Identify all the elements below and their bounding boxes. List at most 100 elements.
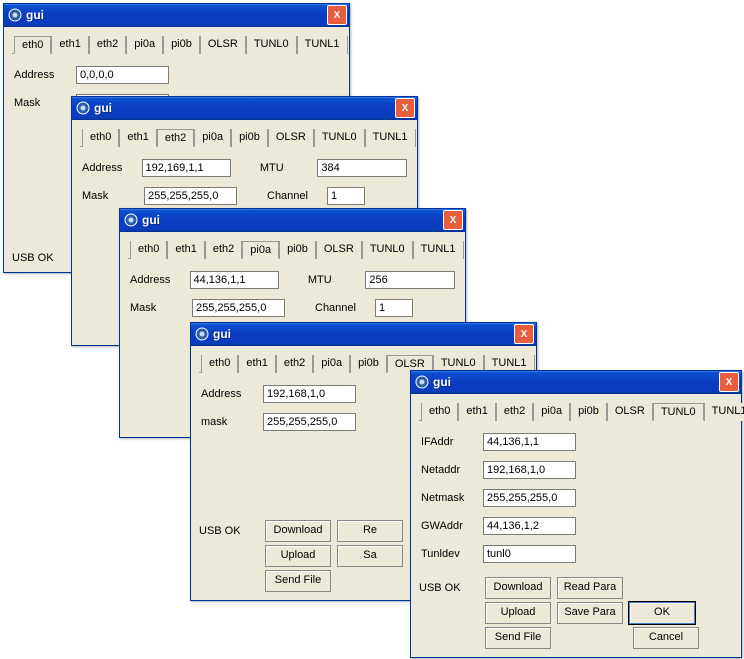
titlebar[interactable]: guiX xyxy=(72,97,417,120)
tab-tunl0[interactable]: TUNL0 xyxy=(653,403,704,421)
field-input[interactable]: 0,0,0,0 xyxy=(76,66,169,84)
field-row: Netmask255,255,255,0 xyxy=(421,489,731,507)
field-input[interactable]: 255,255,255,0 xyxy=(483,489,576,507)
tab-eth1[interactable]: eth1 xyxy=(238,355,275,373)
close-button[interactable]: X xyxy=(719,372,739,392)
close-button[interactable]: X xyxy=(395,98,415,118)
tab-eth1[interactable]: eth1 xyxy=(167,241,204,259)
tab-pi0a[interactable]: pi0a xyxy=(533,403,570,421)
tab-eth0[interactable]: eth0 xyxy=(421,403,458,421)
field-label: Address xyxy=(130,274,190,286)
window-title: gui xyxy=(142,213,443,227)
field-input[interactable]: 255,255,255,0 xyxy=(192,299,285,317)
close-button[interactable]: X xyxy=(514,324,534,344)
tab-eth2[interactable]: eth2 xyxy=(205,241,242,259)
window: guiXeth0eth1eth2pi0api0bOLSRTUNL0TUNL1IF… xyxy=(410,370,742,658)
tab-olsr[interactable]: OLSR xyxy=(268,129,314,147)
close-button[interactable]: X xyxy=(443,210,463,230)
tab-pi0b[interactable]: pi0b xyxy=(350,355,387,373)
send-file-button[interactable]: Send File xyxy=(265,570,331,592)
field-label: MTU xyxy=(260,162,318,174)
tab-pi0a[interactable]: pi0a xyxy=(313,355,350,373)
window-title: gui xyxy=(433,375,719,389)
field-input[interactable]: 256 xyxy=(365,271,455,289)
tab-eth0[interactable]: eth0 xyxy=(201,355,238,373)
upload-button[interactable]: Upload xyxy=(265,545,331,567)
tab-tunl1[interactable]: TUNL1 xyxy=(704,403,744,421)
usb-status: USB OK xyxy=(12,252,72,264)
tab-pi0b[interactable]: pi0b xyxy=(570,403,607,421)
download-button[interactable]: Download xyxy=(265,520,331,542)
tab-pi0a[interactable]: pi0a xyxy=(126,36,163,54)
read-para-button[interactable]: Read Para xyxy=(557,577,623,599)
field-row: Address44,136,1,1MTU256 xyxy=(130,271,455,289)
field-row: Mask255,255,255,0Channel1 xyxy=(82,187,407,205)
field-input[interactable]: 192,168,1,0 xyxy=(483,461,576,479)
tab-tunl0[interactable]: TUNL0 xyxy=(362,241,413,259)
tab-olsr[interactable]: OLSR xyxy=(316,241,362,259)
titlebar[interactable]: guiX xyxy=(191,323,536,346)
field-input[interactable]: 192,169,1,1 xyxy=(142,159,232,177)
field-input[interactable]: 1 xyxy=(327,187,365,205)
field-row: Mask255,255,255,0Channel1 xyxy=(130,299,455,317)
field-input[interactable]: 44,136,1,2 xyxy=(483,517,576,535)
tab-eth0[interactable]: eth0 xyxy=(82,129,119,147)
field-input[interactable]: 1 xyxy=(375,299,413,317)
cancel-button[interactable]: Cancel xyxy=(633,627,699,649)
save-para-button[interactable]: Sa xyxy=(337,545,403,567)
tab-tunl1[interactable]: TUNL1 xyxy=(413,241,464,259)
tab-olsr[interactable]: OLSR xyxy=(607,403,653,421)
field-input[interactable]: tunl0 xyxy=(483,545,576,563)
titlebar[interactable]: guiX xyxy=(4,4,349,27)
titlebar[interactable]: guiX xyxy=(411,371,741,394)
tab-eth1[interactable]: eth1 xyxy=(458,403,495,421)
tab-pi0a[interactable]: pi0a xyxy=(194,129,231,147)
button-bar: USB OK Download Read Para Upload Save Para OK… xyxy=(419,574,733,649)
usb-status: USB OK xyxy=(419,582,479,594)
tab-tunl0[interactable]: TUNL0 xyxy=(246,36,297,54)
field-row: Tunldevtunl0 xyxy=(421,545,731,563)
client-area: eth0eth1eth2pi0api0bOLSRTUNL0TUNL1 IFAddr… xyxy=(411,394,741,585)
tab-eth2[interactable]: eth2 xyxy=(157,129,194,147)
read-para-button[interactable]: Re xyxy=(337,520,403,542)
tab-eth1[interactable]: eth1 xyxy=(119,129,156,147)
send-file-button[interactable]: Send File xyxy=(485,627,551,649)
tab-eth2[interactable]: eth2 xyxy=(276,355,313,373)
field-label: mask xyxy=(201,416,263,428)
download-button[interactable]: Download xyxy=(485,577,551,599)
upload-button[interactable]: Upload xyxy=(485,602,551,624)
tab-pi0b[interactable]: pi0b xyxy=(163,36,200,54)
tab-pi0a[interactable]: pi0a xyxy=(242,241,279,259)
save-para-button[interactable]: Save Para xyxy=(557,602,623,624)
field-input[interactable]: 384 xyxy=(317,159,407,177)
field-label: Channel xyxy=(315,302,375,314)
field-input[interactable]: 255,255,255,0 xyxy=(144,187,237,205)
field-label: Address xyxy=(201,388,263,400)
tab-pi0b[interactable]: pi0b xyxy=(231,129,268,147)
field-input[interactable]: 192,168,1,0 xyxy=(263,385,356,403)
field-label: Channel xyxy=(267,190,327,202)
tab-eth0[interactable]: eth0 xyxy=(130,241,167,259)
tab-eth1[interactable]: eth1 xyxy=(51,36,88,54)
tab-tunl1[interactable]: TUNL1 xyxy=(365,129,416,147)
field-input[interactable]: 44,136,1,1 xyxy=(483,433,576,451)
window-title: gui xyxy=(94,101,395,115)
tab-eth2[interactable]: eth2 xyxy=(496,403,533,421)
close-button[interactable]: X xyxy=(327,5,347,25)
window-title: gui xyxy=(26,8,327,22)
ok-button[interactable]: OK xyxy=(629,602,695,624)
tab-tunl0[interactable]: TUNL0 xyxy=(314,129,365,147)
tab-eth0[interactable]: eth0 xyxy=(14,36,51,54)
field-input[interactable]: 255,255,255,0 xyxy=(263,413,356,431)
field-row: GWAddr44,136,1,2 xyxy=(421,517,731,535)
tab-eth2[interactable]: eth2 xyxy=(89,36,126,54)
field-input[interactable]: 44,136,1,1 xyxy=(190,271,280,289)
tab-tunl1[interactable]: TUNL1 xyxy=(297,36,348,54)
fields: IFAddr44,136,1,1Netaddr192,168,1,0Netmas… xyxy=(419,429,733,577)
tab-pi0b[interactable]: pi0b xyxy=(279,241,316,259)
titlebar[interactable]: guiX xyxy=(120,209,465,232)
tab-row: eth0eth1eth2pi0api0bOLSRTUNL0TUNL1 xyxy=(128,240,457,259)
tab-olsr[interactable]: OLSR xyxy=(200,36,246,54)
field-label: Address xyxy=(14,69,76,81)
app-icon xyxy=(195,327,209,341)
